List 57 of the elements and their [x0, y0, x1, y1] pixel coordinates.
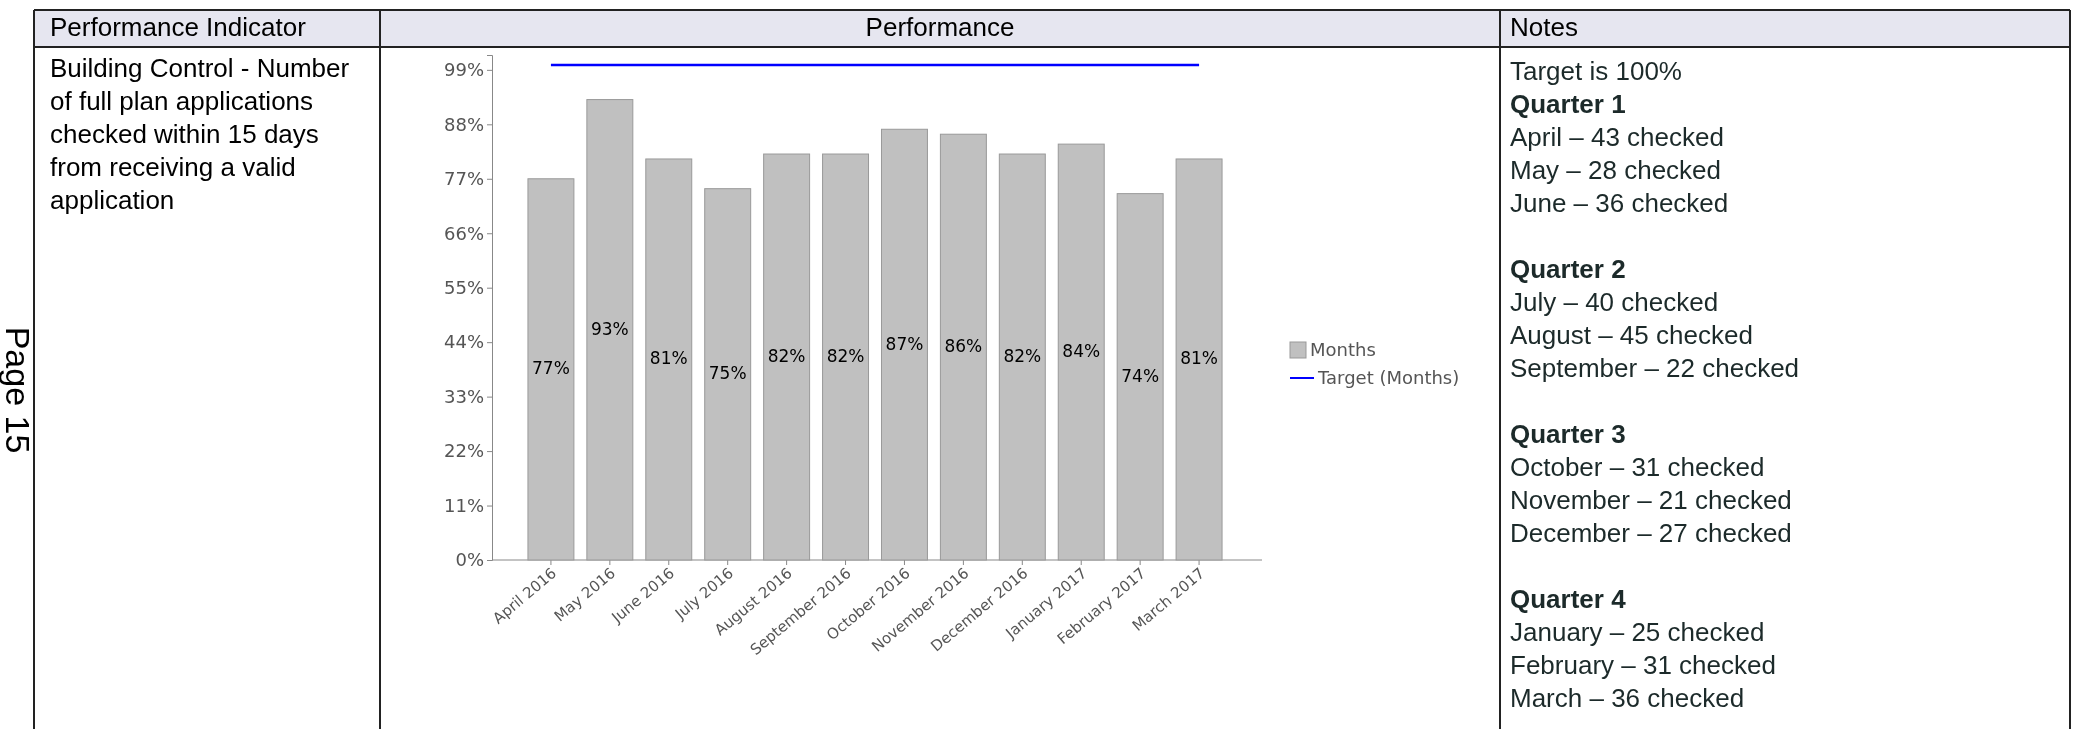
data-label: 93%: [590, 318, 629, 339]
text: May – 28 checked: [1510, 155, 1722, 185]
text: Quarter 2: [1510, 254, 1626, 284]
data-label: 87%: [885, 333, 924, 354]
text: November – 21 checked: [1510, 485, 1792, 515]
y-tick-label: 88%: [443, 113, 484, 135]
y-tick-label: 44%: [443, 331, 484, 353]
text: Quarter 4: [1510, 584, 1627, 614]
text: Quarter 1: [1510, 89, 1626, 119]
data-label: 81%: [1180, 348, 1218, 369]
y-tick-label: 55%: [443, 276, 484, 298]
text: January – 25 checked: [1510, 617, 1765, 647]
bar: [645, 158, 693, 561]
text: February – 31 checked: [1510, 650, 1776, 680]
data-label: 84%: [1062, 341, 1101, 362]
bar: [527, 178, 575, 561]
text: August – 45 checked: [1510, 320, 1753, 350]
bar: [998, 153, 1046, 561]
bar: [822, 153, 870, 561]
bar: [586, 99, 634, 561]
data-label: 86%: [944, 336, 983, 357]
text: Building Control - Number of full plan applications checked within 15 days from receiving a valid application: [50, 53, 350, 215]
data-label: 74%: [1121, 365, 1160, 386]
text: Quarter 3: [1510, 419, 1626, 449]
bar: [704, 188, 752, 561]
data-label: 82%: [826, 346, 865, 367]
bar: [1175, 158, 1223, 561]
text: October – 31 checked: [1510, 452, 1765, 482]
bar: [1057, 143, 1105, 561]
data-label: 81%: [649, 348, 688, 369]
text: September – 22 checked: [1510, 353, 1800, 383]
text: March – 36 checked: [1510, 683, 1745, 713]
legend-label: Months: [1310, 339, 1376, 360]
data-label: 82%: [1003, 346, 1042, 367]
text: July – 40 checked: [1510, 287, 1719, 317]
data-label: 77%: [532, 358, 570, 379]
text: Performance Indicator: [50, 12, 307, 42]
y-tick-label: 11%: [443, 494, 484, 516]
text: April – 43 checked: [1510, 122, 1724, 152]
data-label: 82%: [767, 346, 806, 367]
bar: [763, 153, 811, 561]
bar: [939, 133, 987, 561]
data-label: 75%: [708, 363, 747, 384]
y-tick-label: 22%: [443, 440, 484, 462]
text: Notes: [1510, 12, 1578, 42]
text: Target is 100%: [1510, 56, 1682, 86]
y-tick-label: 33%: [443, 385, 484, 407]
bar: [1116, 193, 1164, 561]
text: June – 36 checked: [1510, 188, 1729, 218]
text: December – 27 checked: [1510, 518, 1792, 548]
legend-label: Target (Months): [1317, 367, 1460, 388]
y-tick-label: 0%: [455, 549, 484, 571]
y-tick-label: 99%: [443, 59, 484, 81]
bar: [880, 128, 928, 561]
y-tick-label: 77%: [443, 168, 484, 190]
y-tick-label: 66%: [443, 222, 484, 244]
text: Performance: [865, 12, 1015, 42]
